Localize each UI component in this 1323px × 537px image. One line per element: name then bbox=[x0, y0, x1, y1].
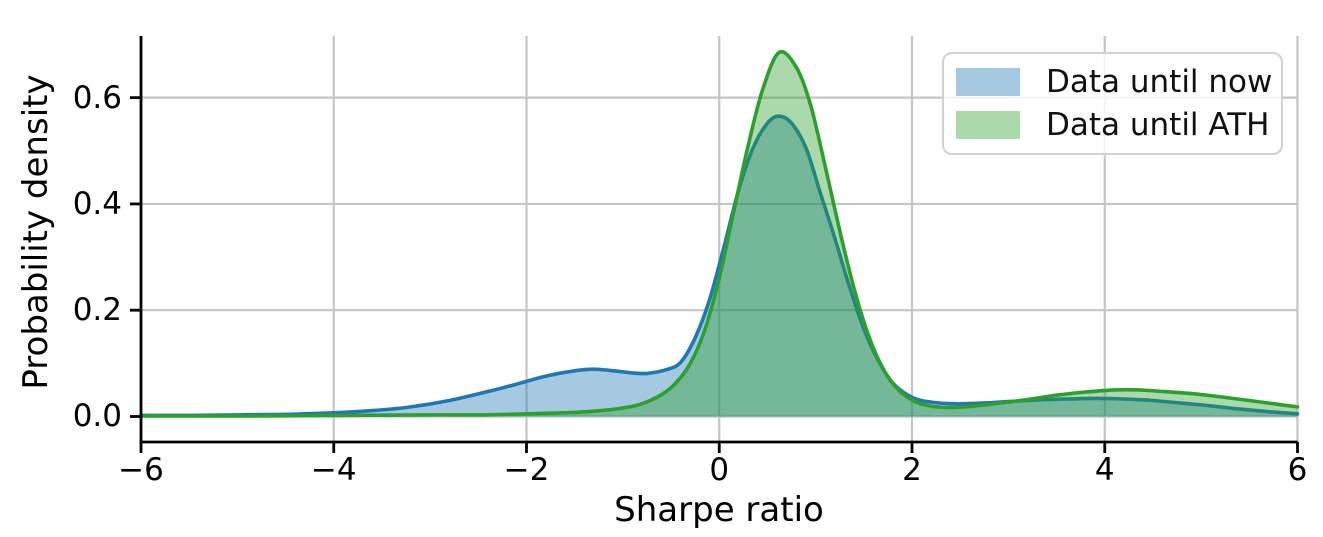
x-tick-label: −4 bbox=[310, 452, 357, 488]
x-tick-label: 4 bbox=[1094, 452, 1115, 488]
y-tick-label: 0.0 bbox=[72, 398, 122, 435]
legend-swatch-data-until-ath bbox=[956, 111, 1020, 139]
legend-item-data-until-ath: Data until ATH bbox=[956, 108, 1269, 142]
kde-line-1 bbox=[139, 49, 1300, 418]
x-tick-label: −6 bbox=[118, 452, 164, 488]
x-tick-label: 0 bbox=[709, 452, 730, 488]
x-tick-label: 2 bbox=[902, 452, 922, 488]
kde-line-0 bbox=[139, 114, 1300, 418]
x-tick-label: −2 bbox=[503, 452, 550, 488]
y-tick-label: 0.6 bbox=[72, 79, 122, 116]
kde-fill-1 bbox=[141, 51, 1298, 417]
x-axis-label: Sharpe ratio bbox=[614, 490, 824, 530]
x-tick-label: 6 bbox=[1287, 452, 1308, 488]
legend-label: Data until now bbox=[1046, 64, 1273, 100]
y-tick-label: 0.2 bbox=[72, 292, 122, 329]
legend-label: Data until ATH bbox=[1046, 107, 1270, 143]
y-tick-label: 0.4 bbox=[72, 185, 122, 222]
legend-swatch-data-until-now bbox=[956, 68, 1020, 96]
y-axis-label: Probability density bbox=[16, 74, 56, 390]
legend: Data until now Data until ATH bbox=[942, 52, 1283, 155]
legend-item-data-until-now: Data until now bbox=[956, 64, 1273, 100]
